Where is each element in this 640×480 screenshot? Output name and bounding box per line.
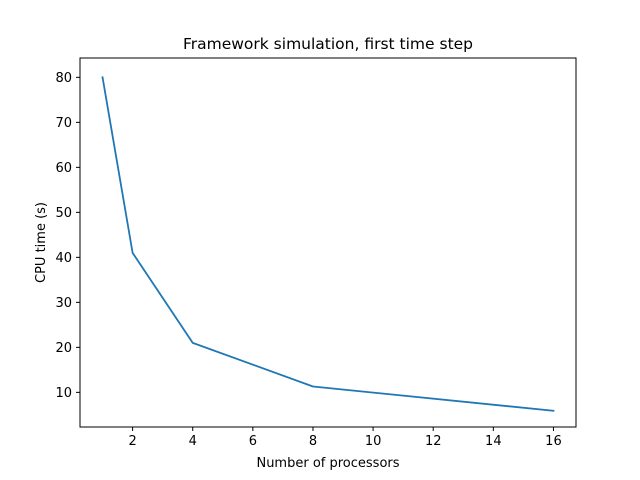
y-axis-title: CPU time (s) — [34, 202, 49, 283]
x-axis-title: Number of processors — [256, 456, 399, 471]
y-tick-label: 80 — [55, 71, 72, 86]
x-tick-label: 16 — [545, 434, 562, 449]
y-tick-label: 60 — [55, 161, 72, 176]
y-tick-label: 40 — [55, 251, 72, 266]
plot-area-frame — [79, 57, 577, 428]
y-tick-label: 10 — [55, 386, 72, 401]
x-tick-label: 12 — [425, 434, 442, 449]
chart-title: Framework simulation, first time step — [183, 35, 473, 53]
x-tick-label: 6 — [249, 434, 257, 449]
series-line-0 — [101, 76, 555, 412]
series-layer — [101, 76, 555, 412]
y-tick-label: 30 — [55, 296, 72, 311]
x-tick-label: 2 — [128, 434, 136, 449]
x-tick-label: 10 — [365, 434, 382, 449]
y-tick-label: 70 — [55, 116, 72, 131]
x-tick-label: 8 — [309, 434, 317, 449]
x-tick-label: 4 — [189, 434, 197, 449]
x-tick-label: 14 — [485, 434, 502, 449]
y-tick-label: 20 — [55, 341, 72, 356]
y-tick-label: 50 — [55, 206, 72, 221]
axis-ticks: 2 4 6 8 10 12 14 16 10 20 30 40 50 60 70 80 — [55, 71, 561, 449]
